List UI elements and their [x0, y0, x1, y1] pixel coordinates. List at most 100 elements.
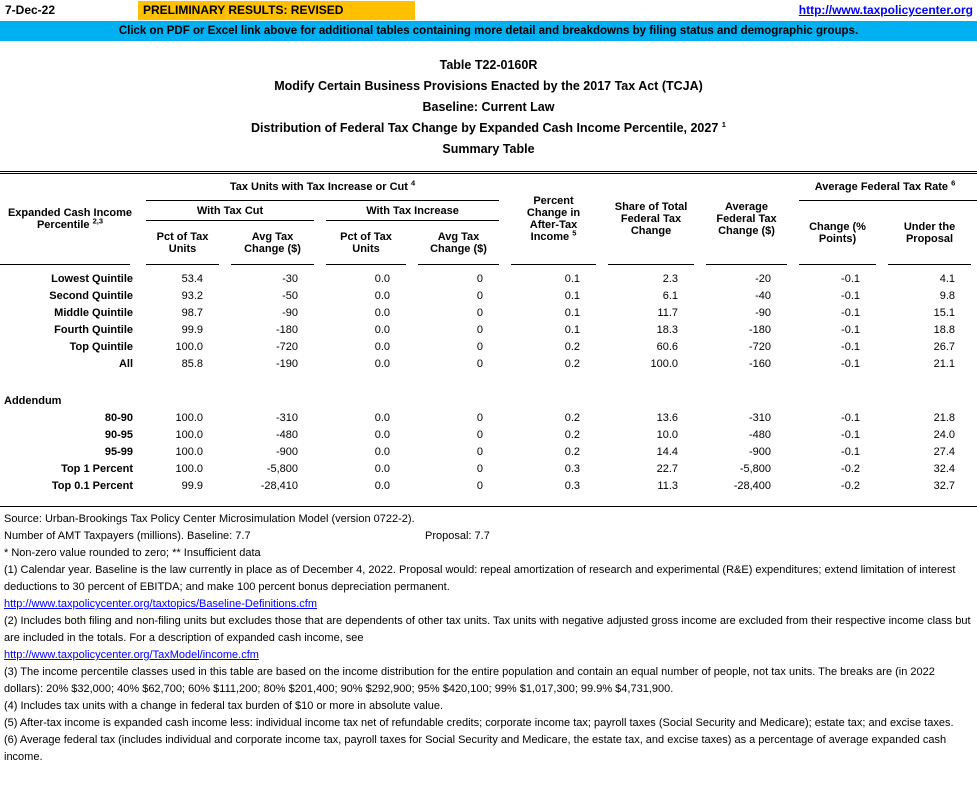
amt-taxpayers-note: Number of AMT Taxpayers (millions). Base…	[0, 528, 977, 545]
table-cell: -0.1	[841, 324, 861, 336]
table-cell: 6.1	[662, 290, 679, 302]
table-cell: -0.1	[841, 290, 861, 302]
table-cell: -0.1	[841, 412, 861, 424]
date-label: 7-Dec-22	[5, 3, 56, 17]
footnote-6: (6) Average federal tax (includes indivi…	[4, 734, 947, 763]
table-cell: -160	[748, 358, 772, 370]
table-cell: 0.3	[564, 463, 581, 475]
table-cell: 60.6	[656, 341, 679, 353]
baseline-definitions-link[interactable]: http://www.taxpolicycenter.org/taxtopics…	[4, 598, 318, 610]
table-cell: 32.7	[933, 480, 956, 492]
table-cell: 21.8	[933, 412, 956, 424]
table-cell: 0.0	[374, 412, 390, 424]
col-header-cut-avg-change: Avg Tax Change ($)	[225, 221, 320, 265]
col-group-tax-units: Tax Units with Tax Increase or Cut 4	[140, 173, 505, 201]
table-cell: 11.7	[657, 307, 679, 319]
table-cell: 0	[476, 429, 484, 441]
table-cell: 2.3	[662, 273, 679, 285]
table-cell: 0	[476, 358, 484, 370]
table-cell: -5,800	[266, 463, 298, 475]
baseline-title: Baseline: Current Law	[422, 100, 555, 114]
table-cell: 85.8	[181, 358, 203, 370]
table-cell: -0.1	[841, 446, 861, 458]
col-header-share-of-total: Share of Total Federal Tax Change	[602, 173, 700, 265]
table-cell: 22.7	[656, 463, 679, 475]
table-cell: 100.0	[175, 463, 203, 475]
table-row: Middle Quintile 98.7 -90 0.0 0 0.1 11.7 -90 -0.1…	[0, 305, 977, 322]
income-definition-link[interactable]: http://www.taxpolicycenter.org/TaxModel/…	[4, 649, 259, 661]
table-cell: -180	[275, 324, 298, 336]
table-cell: -28,410	[260, 480, 298, 492]
table-cell: -90	[282, 307, 298, 319]
footnote-2: (2) Includes both filing and non-filing …	[4, 615, 971, 644]
table-cell: 0	[476, 480, 484, 492]
row-label: 95-99	[104, 446, 133, 458]
table-cell: 0	[476, 307, 484, 319]
col-group-with-tax-cut: With Tax Cut	[140, 201, 320, 221]
spacer-row	[0, 495, 977, 507]
table-cell: 0.2	[564, 412, 581, 424]
table-cell: 14.4	[656, 446, 679, 458]
table-cell: 4.1	[939, 273, 956, 285]
table-cell: -0.1	[841, 358, 861, 370]
table-body: Lowest Quintile 53.4 -30 0.0 0 0.1 2.3 -20 -0.1 4…	[0, 265, 977, 507]
col-header-change-pct-points: Change (% Points)	[793, 201, 882, 265]
table-cell: -900	[275, 446, 298, 458]
table-cell: 27.4	[933, 446, 956, 458]
table-row: Lowest Quintile 53.4 -30 0.0 0 0.1 2.3 -20 -0.1 4…	[0, 271, 977, 288]
table-cell: 0.1	[564, 273, 581, 285]
col-header-pct-change-after-tax-income: Percent Change in After-Tax Income 5	[505, 173, 602, 265]
table-cell: -0.2	[841, 463, 861, 475]
row-label: Middle Quintile	[54, 307, 133, 319]
table-cell: 0	[476, 341, 484, 353]
table-cell: 0.0	[374, 446, 390, 458]
table-cell: -310	[275, 412, 298, 424]
table-cell: 100.0	[175, 412, 203, 424]
col-group-avg-federal-tax-rate: Average Federal Tax Rate 6	[793, 173, 977, 201]
footnotes: Source: Urban-Brookings Tax Policy Cente…	[0, 511, 977, 766]
table-cell: 18.8	[933, 324, 956, 336]
table-cell: 0.2	[564, 358, 581, 370]
table-id-title: Table T22-0160R	[439, 58, 538, 72]
footnote-5: (5) After-tax income is expanded cash in…	[4, 717, 954, 729]
table-cell: -900	[748, 446, 772, 458]
row-label: Top Quintile	[69, 341, 133, 353]
taxpolicycenter-link[interactable]: http://www.taxpolicycenter.org	[798, 3, 973, 17]
table-cell: 0.0	[374, 480, 390, 492]
table-cell: 100.0	[650, 358, 679, 370]
table-cell: 0.3	[564, 480, 581, 492]
footnote-1: (1) Calendar year. Baseline is the law c…	[4, 564, 956, 593]
row-label: 90-95	[104, 429, 133, 441]
table-cell: -180	[748, 324, 772, 336]
distribution-title: Distribution of Federal Tax Change by Ex…	[251, 119, 726, 135]
table-cell: -20	[755, 273, 772, 285]
table-cell: 18.3	[656, 324, 679, 336]
row-label: All	[118, 358, 133, 370]
table-cell: 0	[476, 273, 484, 285]
table-cell: 0.0	[374, 273, 390, 285]
asterisk-note: * Non-zero value rounded to zero; ** Ins…	[4, 547, 261, 559]
table-cell: 24.0	[933, 429, 956, 441]
table-cell: 0	[476, 412, 484, 424]
table-cell: 0.2	[564, 341, 581, 353]
table-cell: 10.0	[656, 429, 679, 441]
table-cell: 0.0	[374, 324, 390, 336]
row-label: Top 0.1 Percent	[51, 480, 133, 492]
proposal-title: Modify Certain Business Provisions Enact…	[274, 79, 703, 93]
table-cell: -0.1	[841, 273, 861, 285]
table-cell: 0.1	[564, 307, 581, 319]
table-row: All 85.8 -190 0.0 0 0.2 100.0 -160 -0.1 21.1	[0, 356, 977, 373]
table-cell: -480	[275, 429, 298, 441]
table-cell: 93.2	[181, 290, 203, 302]
source-note: Source: Urban-Brookings Tax Policy Cente…	[4, 513, 415, 525]
table-row: Top 0.1 Percent 99.9 -28,410 0.0 0 0.3 11.3 -28…	[0, 478, 977, 495]
table-cell: -5,800	[739, 463, 772, 475]
col-header-avg-federal-tax-change: Average Federal Tax Change ($)	[700, 173, 793, 265]
table-cell: 0.0	[374, 358, 390, 370]
row-label: Lowest Quintile	[51, 273, 133, 285]
table-cell: 15.1	[933, 307, 956, 319]
row-label: Second Quintile	[49, 290, 133, 302]
col-header-under-the-proposal: Under the Proposal	[882, 201, 977, 265]
col-group-with-tax-increase: With Tax Increase	[320, 201, 505, 221]
table-cell: -190	[275, 358, 298, 370]
